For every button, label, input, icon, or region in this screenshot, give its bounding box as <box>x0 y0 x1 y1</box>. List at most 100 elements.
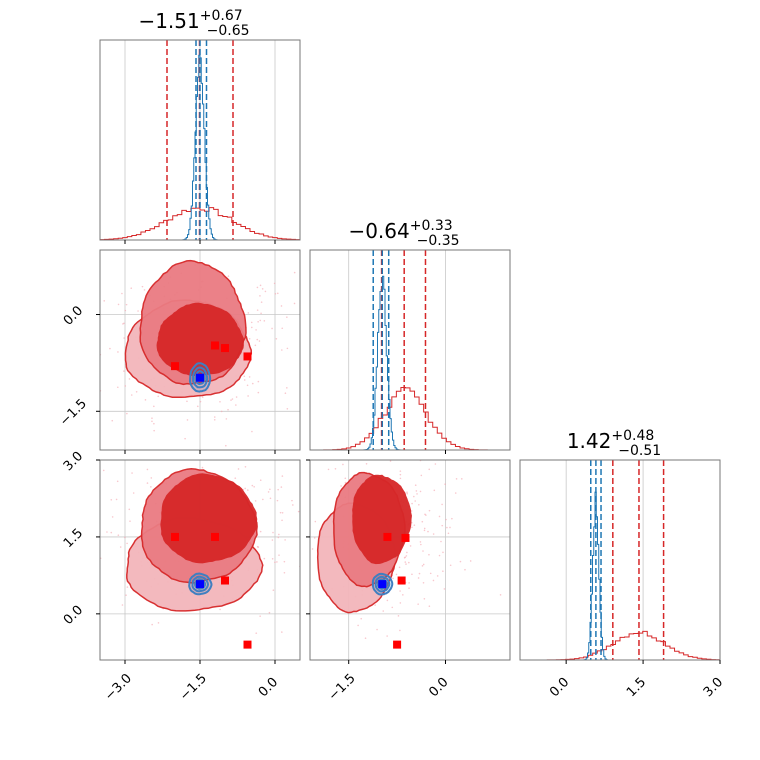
sample-point <box>123 337 125 339</box>
sample-point <box>283 571 286 574</box>
sample-point <box>246 384 249 387</box>
sample-point <box>412 609 414 611</box>
sample-point <box>329 308 331 310</box>
sample-point <box>213 416 216 418</box>
sample-point <box>130 287 133 290</box>
sample-point <box>344 477 347 480</box>
sample-point <box>151 417 153 419</box>
sample-point <box>286 387 288 389</box>
sample-point <box>452 455 454 457</box>
sample-point <box>213 418 216 421</box>
sample-point <box>438 554 441 557</box>
title-median: −0.64 <box>348 219 409 243</box>
blue-marker <box>196 580 204 589</box>
sample-point <box>316 365 318 367</box>
sample-point <box>432 533 435 535</box>
sample-point <box>103 300 106 302</box>
sample-point <box>98 292 100 294</box>
scatter-panel-p2-p3 <box>310 442 510 663</box>
narrow-contour-level-3 <box>194 370 206 385</box>
sample-point <box>219 401 221 403</box>
sample-point <box>402 594 404 596</box>
sample-point <box>445 518 447 521</box>
sample-point <box>78 627 80 629</box>
sample-point <box>151 623 153 626</box>
narrow-contour-level-2 <box>191 575 210 593</box>
sample-point <box>420 474 423 477</box>
x-tick-label: 1.5 <box>624 675 649 700</box>
narrow-histogram-p1 <box>100 54 300 240</box>
sample-point <box>278 533 280 536</box>
sample-point <box>399 477 402 480</box>
sample-point <box>121 292 123 295</box>
sample-point <box>417 452 419 454</box>
x-tick-label: −1.5 <box>177 671 210 704</box>
sample-point <box>422 581 425 584</box>
sample-point <box>277 488 279 491</box>
sample-point <box>391 606 394 609</box>
red-marker <box>243 352 252 361</box>
sample-point <box>399 590 401 592</box>
sample-point <box>293 302 296 305</box>
sample-point <box>423 527 426 530</box>
sample-point <box>327 468 330 471</box>
sample-point <box>249 215 251 217</box>
sample-point <box>141 285 144 288</box>
sample-point <box>442 570 444 573</box>
wide-histogram-p2 <box>310 386 510 450</box>
sample-point <box>255 329 257 331</box>
sample-point <box>256 309 259 311</box>
sample-point <box>410 510 413 512</box>
sample-point <box>399 473 402 476</box>
sample-point <box>261 288 264 290</box>
sample-point <box>128 508 131 511</box>
title-median: −1.51 <box>138 9 199 33</box>
sample-point <box>319 505 321 507</box>
sample-point <box>239 456 241 458</box>
sample-point <box>376 628 378 631</box>
histogram-panel-p2 <box>310 250 510 450</box>
x-tick-label: −3.0 <box>102 671 135 704</box>
sample-point <box>441 503 443 506</box>
sample-point <box>87 534 89 536</box>
sample-point <box>340 485 342 487</box>
sample-point <box>222 212 224 214</box>
sample-point <box>421 520 424 523</box>
sample-point <box>234 477 237 479</box>
y-tick-label: 0.0 <box>61 603 86 628</box>
sample-point <box>102 469 105 472</box>
sample-point <box>125 303 128 306</box>
sample-point <box>251 430 253 433</box>
sample-point <box>250 321 253 324</box>
sample-point <box>398 566 401 569</box>
histogram-panel-p1 <box>100 40 300 240</box>
red-marker <box>397 576 406 585</box>
sample-point <box>302 262 304 264</box>
wide-contour-level-3 <box>352 474 412 565</box>
sample-point <box>368 442 370 444</box>
sample-point <box>179 433 181 435</box>
sample-point <box>447 532 450 535</box>
sample-point <box>399 470 402 472</box>
sample-point <box>274 561 276 564</box>
sample-point <box>419 490 422 493</box>
sample-point <box>124 536 126 539</box>
sample-point <box>432 661 434 663</box>
sample-point <box>199 400 202 403</box>
sample-point <box>123 322 125 325</box>
red-marker <box>171 532 179 541</box>
sample-point <box>259 284 262 287</box>
blue-marker <box>196 373 204 382</box>
sample-point <box>225 418 228 420</box>
sample-point <box>417 577 420 579</box>
sample-point <box>405 563 407 565</box>
sample-point <box>251 382 254 385</box>
sample-point <box>312 369 314 371</box>
wide-histogram-p1 <box>100 207 300 240</box>
sample-point <box>499 594 502 596</box>
sample-point <box>291 499 293 502</box>
sample-point <box>110 499 113 501</box>
red-marker <box>221 576 229 585</box>
sample-point <box>251 484 254 487</box>
narrow-histogram-p2 <box>310 275 510 450</box>
